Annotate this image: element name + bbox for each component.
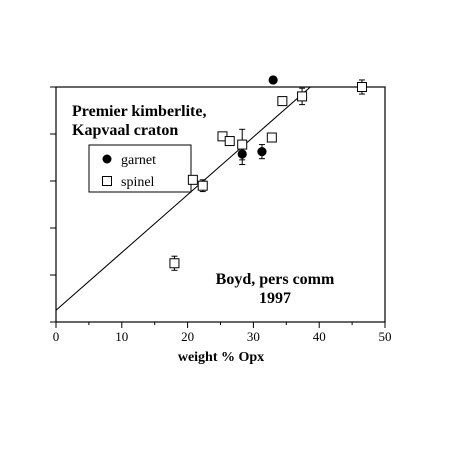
spinel-point-5 — [224, 136, 235, 147]
annotation-line-2: 1997 — [259, 290, 291, 307]
data-points — [169, 75, 367, 271]
garnet-point-2 — [257, 147, 267, 157]
y-axis-ticks — [50, 86, 56, 323]
regression-line — [55, 86, 311, 311]
spinel-point-9 — [297, 91, 308, 102]
legend-garnet-marker — [102, 154, 112, 164]
x-tick-label-30: 30 — [247, 329, 260, 344]
x-axis-tick-labels: 0 10 20 30 40 50 — [53, 329, 392, 344]
x-axis-ticks — [55, 322, 386, 328]
spinel-point-3 — [197, 180, 208, 191]
x-tick-label-50: 50 — [379, 329, 392, 344]
spinel-point-7 — [266, 132, 277, 143]
legend-spinel-marker — [102, 176, 112, 186]
annotation-line-1: Boyd, pers comm — [216, 271, 335, 288]
regression-line-group — [55, 86, 311, 311]
chart-title: Premier kimberlite, — [72, 103, 206, 120]
annotation: Boyd, pers comm 1997 — [216, 271, 335, 307]
x-tick-label-20: 20 — [181, 329, 194, 344]
spinel-point-10 — [356, 82, 367, 92]
spinel-point-8 — [277, 96, 288, 107]
x-axis-label: weight % Opx — [178, 350, 264, 365]
spinel-point-6 — [237, 139, 248, 150]
legend-spinel-label: spinel — [121, 175, 155, 190]
chart-subtitle: Kapvaal craton — [72, 122, 178, 139]
legend-garnet-label: garnet — [121, 153, 156, 168]
legend: garnet spinel — [88, 144, 192, 193]
x-tick-label-0: 0 — [53, 329, 60, 344]
spinel-point-2 — [187, 174, 198, 185]
spinel-point-1 — [169, 258, 180, 269]
garnet-point-3 — [268, 75, 278, 85]
x-tick-label-10: 10 — [115, 329, 128, 344]
x-tick-label-40: 40 — [313, 329, 326, 344]
